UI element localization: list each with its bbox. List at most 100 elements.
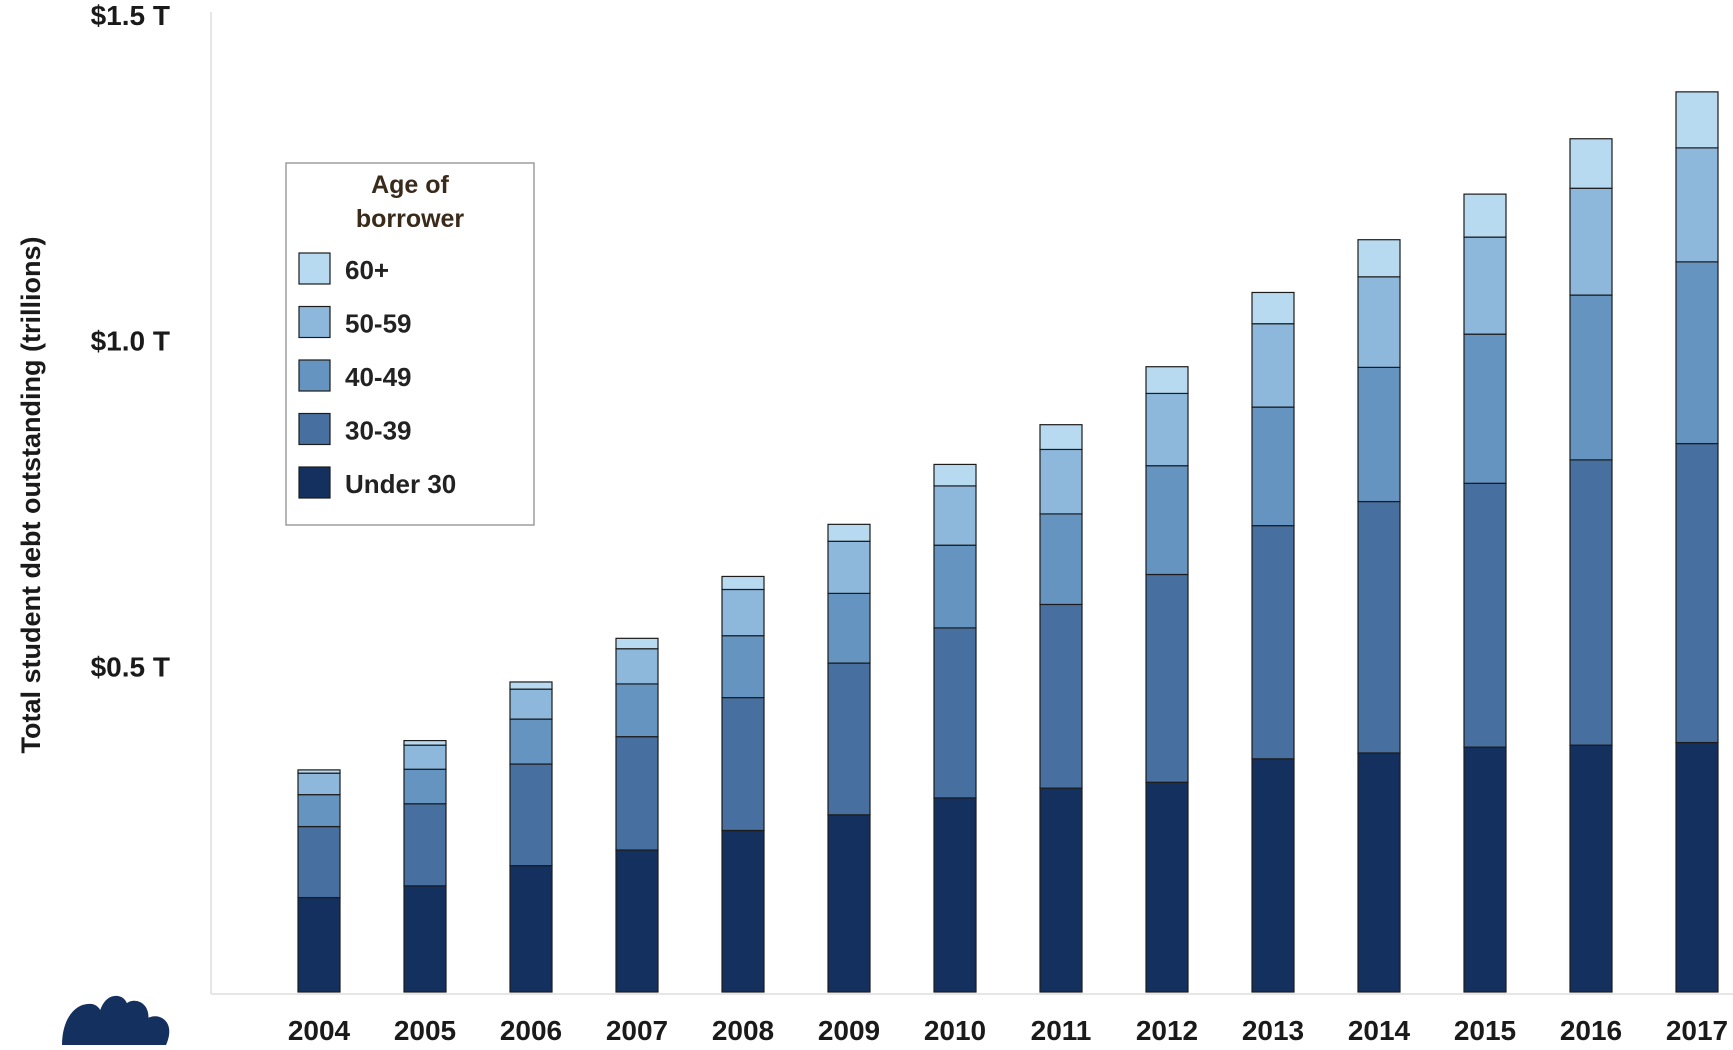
bar-segment xyxy=(1145,465,1189,576)
bar-segment xyxy=(721,696,765,832)
bar-segment xyxy=(509,763,553,867)
bar-segment xyxy=(403,744,447,770)
legend-swatch xyxy=(298,412,331,446)
bar-segment xyxy=(509,865,553,993)
bar-stack-2009 xyxy=(827,523,871,993)
bar-segment xyxy=(1145,781,1189,993)
bar-segment xyxy=(297,896,341,993)
legend: Age of borrower 60+ 50-59 40-49 30-39 Under … xyxy=(285,162,535,526)
x-tick-label: 2011 xyxy=(1031,1015,1092,1045)
bar-segment xyxy=(1145,573,1189,783)
bar-segment xyxy=(721,829,765,993)
bar-stack-2004 xyxy=(297,769,341,993)
bar-segment xyxy=(1145,366,1189,395)
bar-segment xyxy=(403,885,447,993)
bar-segment xyxy=(615,683,659,738)
legend-label: 60+ xyxy=(345,255,389,285)
bar-segment xyxy=(1357,366,1401,503)
bar-segment xyxy=(721,588,765,637)
x-tick-label: 2006 xyxy=(500,1015,562,1045)
bar-segment xyxy=(1569,187,1613,296)
x-tick-label: 2010 xyxy=(924,1015,986,1045)
bar-stack-2014 xyxy=(1357,239,1401,993)
bar-stack-2010 xyxy=(933,463,977,993)
axes xyxy=(210,12,1733,995)
legend-swatch xyxy=(298,359,331,392)
bar-segment xyxy=(933,485,977,546)
bar-segment xyxy=(827,540,871,594)
bar-segment xyxy=(1039,448,1083,515)
bar-segment xyxy=(297,825,341,899)
legend-item: 60+ xyxy=(298,252,389,285)
bars xyxy=(297,91,1719,993)
bar-segment xyxy=(933,797,977,993)
bar-segment xyxy=(1251,323,1295,408)
bar-segment xyxy=(1675,147,1719,263)
bar-segment xyxy=(1357,239,1401,278)
legend-swatch xyxy=(298,305,331,339)
bar-segment xyxy=(1251,758,1295,993)
bar-segment xyxy=(1145,392,1189,467)
bar-segment xyxy=(1569,138,1613,189)
x-tick-label: 2013 xyxy=(1242,1015,1304,1045)
y-tick-label: $0.5 T xyxy=(91,651,170,682)
legend-title-line-2: borrower xyxy=(356,205,465,233)
bar-stack-2013 xyxy=(1251,291,1295,993)
y-tick-labels: $0.5 T $1.0 T $1.5 T xyxy=(91,0,170,682)
bar-segment xyxy=(721,575,765,591)
legend-swatch xyxy=(298,252,331,285)
legend-item: 50-59 xyxy=(298,305,412,339)
bar-stack-2005 xyxy=(403,739,447,993)
nbc-peacock-logo xyxy=(62,995,170,1045)
legend-box xyxy=(285,162,535,526)
bar-stack-2008 xyxy=(721,575,765,993)
bar-segment xyxy=(1569,459,1613,746)
x-tick-label: 2005 xyxy=(394,1015,456,1045)
bar-segment xyxy=(509,681,553,690)
bar-segment xyxy=(403,768,447,805)
x-tick-labels: 2004 2005 2006 2007 2008 2009 2010 2011 2012 2013… xyxy=(288,1015,1728,1046)
bar-segment xyxy=(933,544,977,629)
legend-item: Under 30 xyxy=(298,466,456,499)
bar-segment xyxy=(1463,236,1507,335)
bar-segment xyxy=(297,769,341,774)
legend-label: 30-39 xyxy=(345,416,412,446)
bar-segment xyxy=(1463,482,1507,748)
bar-segment xyxy=(1357,752,1401,993)
x-tick-label: 2015 xyxy=(1454,1015,1516,1045)
x-tick-label: 2014 xyxy=(1348,1015,1411,1045)
y-axis-title: Total student debt outstanding (trillion… xyxy=(16,237,46,754)
x-tick-label: 2008 xyxy=(712,1015,774,1045)
bar-segment xyxy=(403,739,447,746)
legend-items: 60+ 50-59 40-49 30-39 Under 30 xyxy=(298,252,456,499)
bar-segment xyxy=(1357,500,1401,754)
legend-item: 30-39 xyxy=(298,412,412,446)
bar-segment xyxy=(615,849,659,993)
bar-segment xyxy=(509,718,553,765)
bar-segment xyxy=(1463,333,1507,484)
legend-item: 40-49 xyxy=(298,359,412,392)
bar-segment xyxy=(403,803,447,887)
bar-segment xyxy=(509,688,553,720)
bar-segment xyxy=(827,814,871,993)
legend-label: 50-59 xyxy=(345,309,412,339)
bar-segment xyxy=(615,736,659,851)
y-tick-label: $1.5 T xyxy=(91,0,170,31)
x-tick-label: 2012 xyxy=(1136,1015,1198,1045)
bar-segment xyxy=(933,463,977,487)
x-tick-label: 2016 xyxy=(1560,1015,1622,1045)
bar-segment xyxy=(1569,744,1613,993)
bar-segment xyxy=(1251,291,1295,325)
legend-swatch xyxy=(298,466,331,499)
bar-stack-2011 xyxy=(1039,424,1083,993)
bar-segment xyxy=(615,648,659,685)
bar-segment xyxy=(1569,294,1613,461)
bar-segment xyxy=(1463,746,1507,993)
legend-label: 40-49 xyxy=(345,362,412,392)
bar-stack-2007 xyxy=(615,637,659,993)
logo-feather-1 xyxy=(62,1003,105,1045)
legend-title-line-1: Age of xyxy=(371,171,449,199)
bar-segment xyxy=(1463,193,1507,238)
bar-segment xyxy=(297,794,341,828)
